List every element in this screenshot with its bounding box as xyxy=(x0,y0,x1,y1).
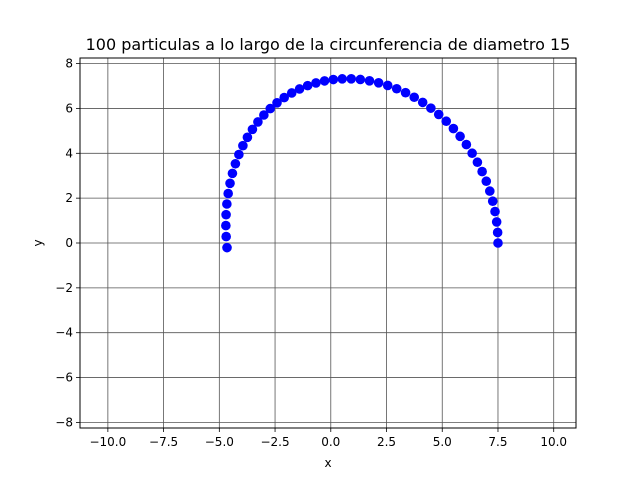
data-point xyxy=(328,74,339,85)
data-point xyxy=(234,149,244,160)
data-point xyxy=(337,74,348,84)
x-tick-label: 7.5 xyxy=(488,435,507,449)
y-tick-label: −8 xyxy=(55,415,73,429)
data-point xyxy=(227,168,238,179)
data-point xyxy=(286,88,297,98)
data-point xyxy=(364,76,375,86)
x-tick-label: 0.0 xyxy=(321,435,340,449)
x-tick-label: 5.0 xyxy=(433,435,452,449)
data-point xyxy=(259,110,269,120)
data-point xyxy=(461,139,472,150)
data-point xyxy=(391,83,402,94)
y-tick-label: −2 xyxy=(55,281,73,295)
data-point xyxy=(382,80,393,91)
x-tick-label: −7.5 xyxy=(149,435,178,449)
data-point xyxy=(492,227,503,238)
data-point xyxy=(490,206,500,217)
data-point xyxy=(247,124,258,135)
y-tick-label: 4 xyxy=(65,146,73,160)
data-point xyxy=(487,196,498,207)
data-point xyxy=(409,92,420,103)
data-point xyxy=(221,209,231,220)
x-tick-label: −5.0 xyxy=(205,435,234,449)
x-tick-label: −10.0 xyxy=(89,435,126,449)
data-point xyxy=(448,123,459,134)
data-point xyxy=(222,199,232,209)
data-point xyxy=(265,103,276,114)
x-tick-label: −2.5 xyxy=(260,435,289,449)
x-tick-label: 2.5 xyxy=(377,435,396,449)
data-point xyxy=(455,131,465,142)
x-tick-label: 10.0 xyxy=(540,435,567,449)
data-point xyxy=(279,92,289,103)
data-point xyxy=(373,78,384,88)
data-point xyxy=(225,178,235,189)
data-point xyxy=(253,117,263,127)
data-point xyxy=(481,176,492,187)
y-axis-ticks: −8 −6 −4 −2 0 2 4 6 8 xyxy=(55,57,80,429)
data-point xyxy=(472,157,483,168)
data-point xyxy=(493,238,503,248)
y-tick-label: 8 xyxy=(65,57,73,71)
data-point xyxy=(221,220,231,231)
data-point xyxy=(319,76,330,86)
data-point xyxy=(242,132,253,143)
y-tick-label: −4 xyxy=(55,326,73,340)
x-axis-ticks: −10.0 −7.5 −5.0 −2.5 0.0 2.5 5.0 7.5 10.0 xyxy=(89,428,567,449)
data-point xyxy=(433,109,444,120)
x-axis-label: x xyxy=(324,456,331,470)
data-point xyxy=(400,87,411,98)
data-point xyxy=(477,166,487,177)
data-point xyxy=(221,231,231,242)
y-tick-label: 0 xyxy=(65,236,73,250)
data-point xyxy=(346,74,357,84)
data-point xyxy=(426,103,436,113)
data-point xyxy=(484,186,495,196)
data-point xyxy=(467,148,477,159)
data-point xyxy=(302,80,313,91)
data-point xyxy=(222,242,232,253)
data-point xyxy=(417,97,428,108)
data-point xyxy=(238,140,248,151)
data-point xyxy=(491,217,502,227)
y-tick-label: −6 xyxy=(55,371,73,385)
data-points xyxy=(221,74,503,253)
y-axis-label: y xyxy=(31,239,45,246)
data-point xyxy=(311,78,321,88)
data-point xyxy=(230,158,241,169)
data-point xyxy=(355,74,366,85)
y-tick-label: 2 xyxy=(65,191,73,205)
data-point xyxy=(441,116,452,127)
y-tick-label: 6 xyxy=(65,101,73,115)
data-point xyxy=(223,188,233,199)
data-point xyxy=(272,98,282,108)
chart-title: 100 particulas a lo largo de la circunfe… xyxy=(86,35,571,54)
data-point xyxy=(294,84,305,94)
